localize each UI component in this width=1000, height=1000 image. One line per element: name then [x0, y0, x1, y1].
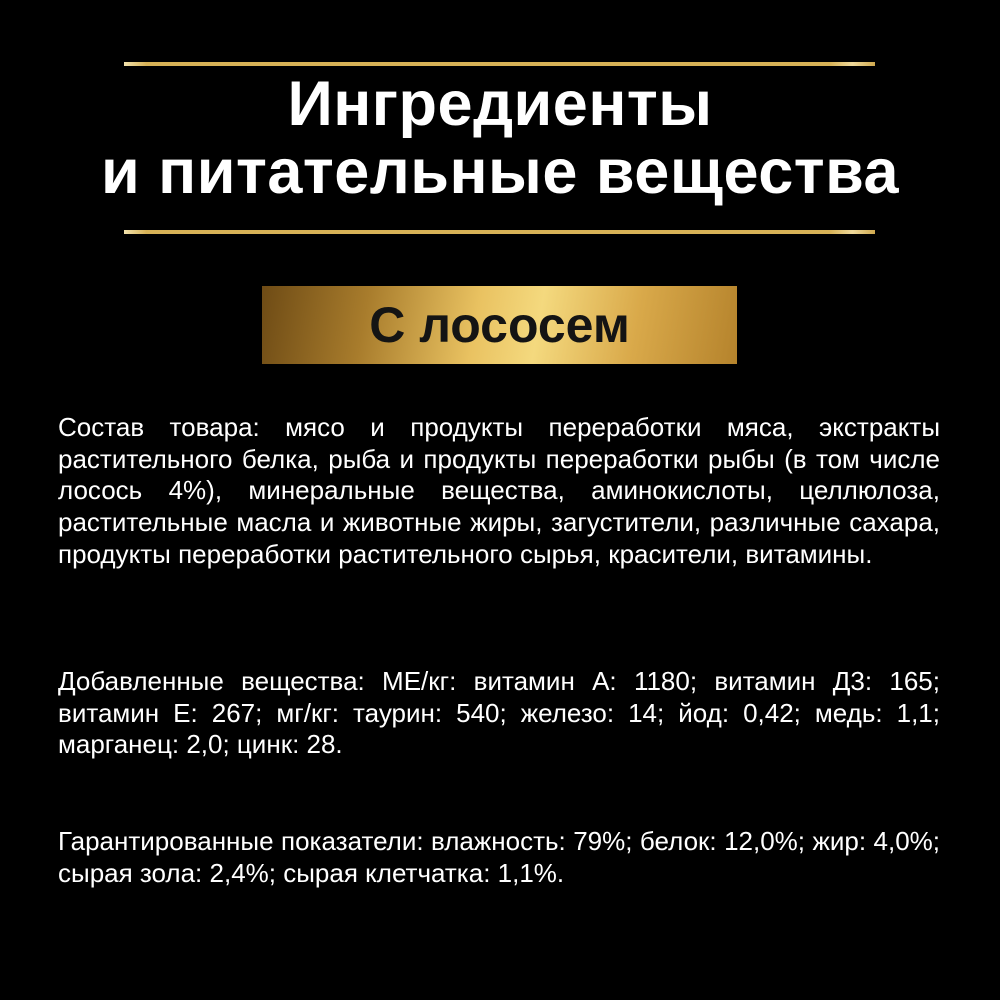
title-bottom-divider — [124, 230, 875, 234]
flavor-banner-label: С лососем — [369, 297, 630, 353]
page-title-line-2: и питательные вещества — [100, 137, 900, 207]
page-title: Ингредиенты и питательные вещества — [0, 70, 1000, 206]
page-title-line-1: Ингредиенты — [287, 69, 713, 139]
composition-paragraph: Состав товара: мясо и продукты переработ… — [58, 412, 940, 569]
guaranteed-analysis-paragraph: Гарантированные показатели: влажность: 7… — [58, 826, 940, 888]
top-divider — [124, 62, 875, 66]
flavor-banner: С лососем — [262, 286, 737, 364]
additives-paragraph: Добавленные вещества: МЕ/кг: витамин А: … — [58, 666, 940, 760]
